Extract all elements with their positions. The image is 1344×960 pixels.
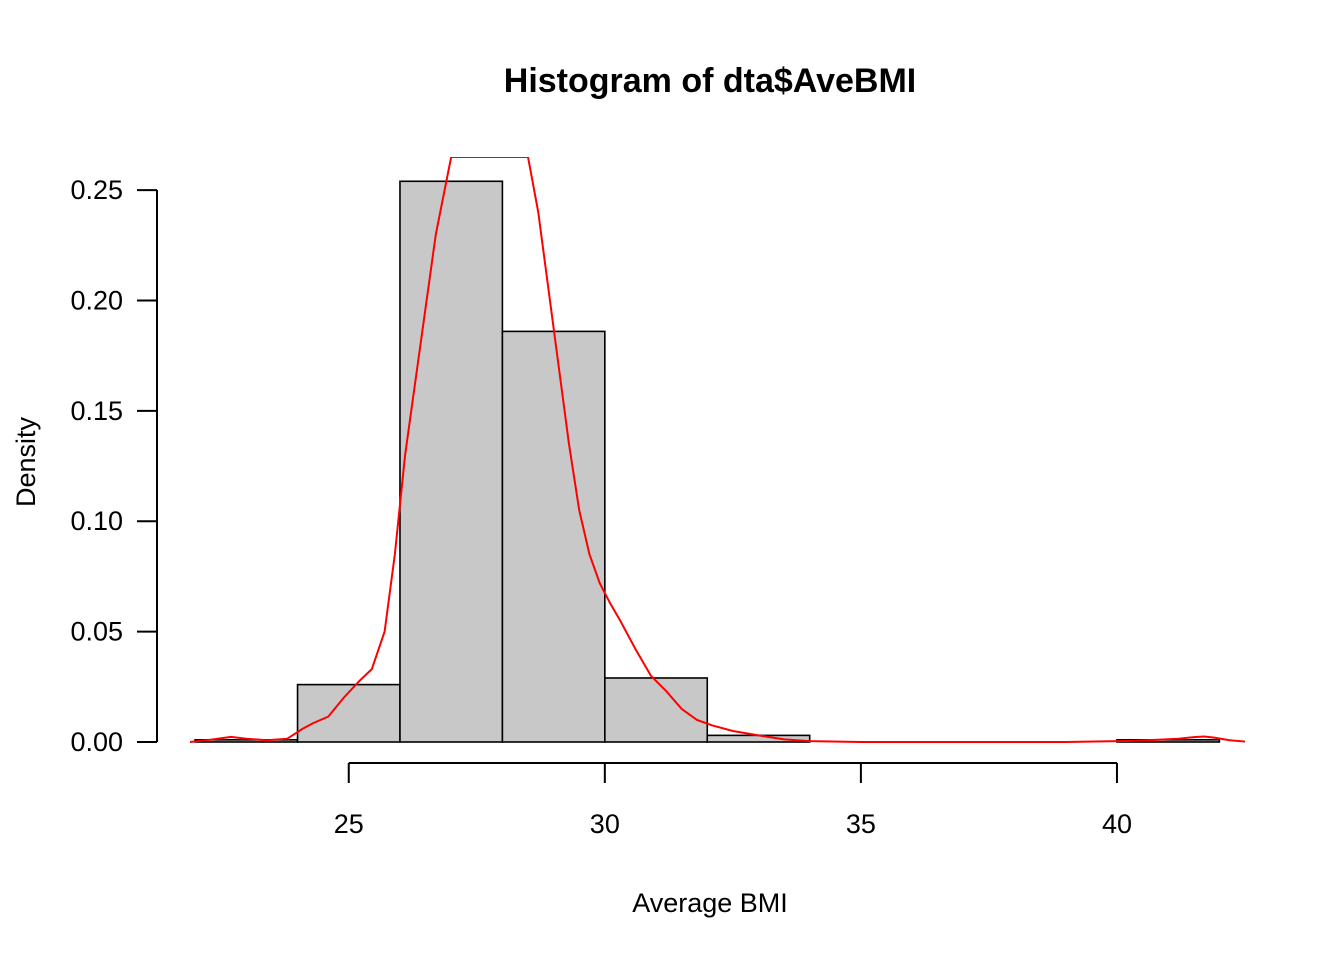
histogram-bar-4: [604, 677, 709, 743]
y-tick-label-4: 0.20: [70, 285, 123, 315]
y-tick-label-5: 0.25: [70, 175, 123, 205]
histogram-bar-3: [501, 330, 606, 743]
density-curve-group: [189, 157, 1246, 743]
y-axis-label: Density: [11, 416, 41, 507]
histogram-bars: [194, 180, 1221, 743]
x-tick-label-0: 25: [334, 809, 364, 839]
y-axis: 0.00 0.05 0.10 0.15 0.20 0.25: [70, 175, 158, 757]
y-tick-label-1: 0.05: [70, 617, 123, 647]
density-curve: [189, 157, 1246, 743]
x-axis: 25 30 35 40: [334, 762, 1132, 839]
y-tick-label-3: 0.15: [70, 396, 123, 426]
x-axis-label: Average BMI: [632, 888, 788, 918]
y-tick-label-2: 0.10: [70, 506, 123, 536]
chart-title: Histogram of dta$AveBMI: [504, 62, 916, 100]
y-tick-label-0: 0.00: [70, 727, 123, 757]
x-tick-label-2: 35: [846, 809, 876, 839]
x-tick-label-1: 30: [590, 809, 620, 839]
x-tick-label-3: 40: [1102, 809, 1132, 839]
histogram-bar-2: [399, 180, 504, 743]
